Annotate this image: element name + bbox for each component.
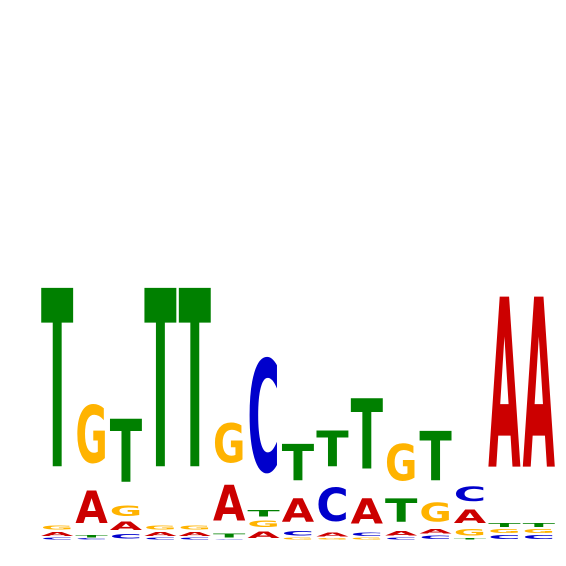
logo-letter-t-pos13: T — [454, 538, 486, 540]
logo-letter-a-pos1: A — [41, 531, 73, 537]
logo-letter-c-pos1: C — [41, 537, 73, 540]
logo-letter-g-pos8: G — [282, 537, 314, 540]
logo-letter-a-pos13: A — [454, 506, 486, 528]
logo-letter-a-pos10: A — [351, 492, 384, 532]
logo-letter-t-pos12: T — [419, 417, 451, 497]
logo-letter-g-pos9: G — [316, 538, 348, 540]
logo-letter-t-pos15: T — [523, 523, 555, 529]
logo-letter-g-pos5: G — [179, 525, 211, 531]
logo-letter-g-pos11: G — [385, 434, 417, 493]
logo-letter-a-pos12: A — [419, 528, 451, 535]
logo-letter-t-pos2: T — [75, 534, 107, 538]
logo-letter-g-pos10: G — [351, 537, 383, 540]
logo-letter-t-pos7: T — [247, 508, 280, 519]
logo-letter-c-pos14: C — [488, 534, 520, 540]
logo-letter-t-pos5: T — [179, 239, 211, 525]
logo-letter-a-pos6: A — [213, 475, 246, 532]
logo-letter-a-pos3: A — [110, 519, 143, 533]
logo-letter-a-pos4: A — [144, 531, 176, 537]
logo-letter-c-pos7: C — [247, 328, 279, 507]
logo-letter-a-pos8: A — [282, 493, 315, 530]
logo-letter-a-pos11: A — [385, 530, 419, 537]
logo-letter-t-pos6: T — [213, 532, 245, 538]
logo-letter-c-pos8: C — [282, 530, 314, 537]
logo-letter-g-pos12: G — [419, 497, 451, 528]
logo-letter-c-pos4: C — [144, 537, 176, 540]
logo-letter-g-pos2: G — [75, 389, 107, 481]
logo-letter-t-pos14: T — [488, 523, 520, 529]
logo-letter-c-pos6: C — [213, 539, 245, 540]
logo-letter-a-pos2: A — [75, 483, 108, 535]
logo-letter-g-pos3: G — [110, 502, 142, 519]
logo-letter-g-pos7: G — [247, 519, 279, 530]
logo-letter-c-pos5: C — [179, 537, 211, 540]
logo-letter-c-pos13: C — [454, 483, 486, 506]
logo-letter-c-pos12: C — [419, 535, 451, 540]
logo-letter-c-pos11: C — [385, 537, 417, 540]
logo-letter-t-pos8: T — [282, 435, 314, 492]
logo-letter-g-pos15: G — [523, 528, 555, 534]
logo-letters: CAGTCTAGCAGTCAGTCAGTCTAGAGTCGCATGACTGCAT… — [41, 239, 555, 541]
logo-letter-g-pos14: G — [488, 528, 520, 534]
logo-letter-a-pos14: A — [488, 251, 520, 522]
logo-letter-g-pos6: G — [213, 413, 245, 476]
logo-letter-t-pos4: T — [144, 239, 176, 525]
logo-letter-a-pos7: A — [247, 530, 280, 540]
logo-letter-t-pos11: T — [385, 493, 418, 530]
logo-letter-t-pos9: T — [316, 422, 349, 479]
logo-letter-g-pos4: G — [144, 525, 176, 531]
logo-letter-a-pos5: A — [179, 531, 211, 537]
logo-letter-g-pos13: G — [454, 527, 486, 537]
logo-letter-a-pos15: A — [523, 251, 555, 522]
logo-letter-g-pos1: G — [41, 525, 73, 531]
logo-letter-c-pos2: C — [75, 539, 107, 540]
logo-letter-c-pos9: C — [316, 478, 348, 532]
logo-letter-t-pos3: T — [110, 402, 143, 502]
logo-letter-c-pos3: C — [110, 533, 142, 540]
logo-letter-c-pos10: C — [351, 532, 383, 537]
logo-letter-a-pos9: A — [316, 532, 348, 538]
logo-letter-t-pos10: T — [351, 380, 384, 492]
logo-letter-t-pos1: T — [41, 239, 73, 525]
logo-letter-c-pos15: C — [523, 534, 555, 540]
